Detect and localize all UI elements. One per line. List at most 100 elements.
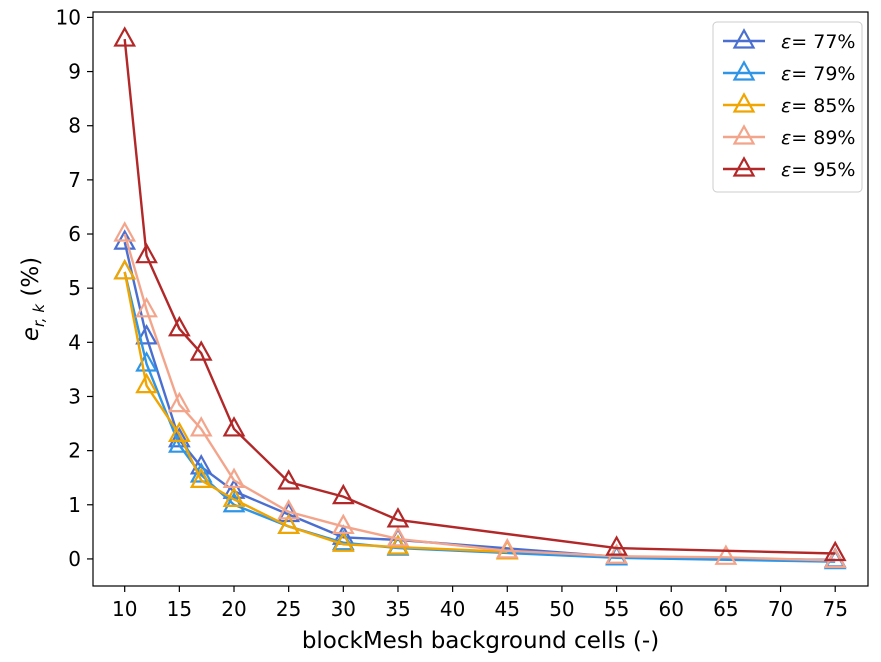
legend-entry-1: ε= 79%	[723, 60, 855, 85]
x-tick-label: 30	[331, 597, 356, 621]
series-line-1	[123, 271, 836, 563]
legend-entry-4: ε= 95%	[723, 156, 855, 181]
legend-marker	[732, 60, 756, 81]
x-tick-label: 65	[713, 597, 738, 621]
y-tick-label: 5	[68, 276, 81, 300]
data-point	[135, 372, 158, 394]
legend-label: ε= 89%	[781, 127, 855, 149]
series-3	[113, 221, 847, 569]
legend-label: ε= 95%	[781, 159, 855, 181]
legend-value: = 77%	[791, 31, 855, 53]
legend-marker	[732, 156, 756, 177]
legend-epsilon: ε	[781, 63, 791, 85]
x-tick-label: 50	[549, 597, 574, 621]
legend-value: = 95%	[791, 159, 855, 181]
y-tick-label: 9	[68, 60, 81, 84]
legend-value: = 89%	[791, 127, 855, 149]
series-line-3	[123, 233, 836, 562]
data-point	[189, 340, 213, 361]
legend-value: = 85%	[791, 95, 855, 117]
x-tick-label: 75	[822, 597, 847, 621]
data-point	[222, 478, 246, 499]
data-point	[823, 547, 847, 569]
legend-epsilon: ε	[781, 31, 791, 53]
series-line-2	[123, 271, 508, 554]
y-axis-label-subscript: r, k	[30, 303, 48, 327]
data-point	[714, 544, 738, 565]
y-tick-label: 6	[68, 222, 81, 246]
plot-frame	[92, 11, 869, 587]
legend: ε= 77%ε= 79%ε= 85%ε= 89%ε= 95%	[712, 21, 863, 193]
data-point	[331, 483, 355, 505]
x-tick-label: 70	[768, 597, 793, 621]
legend-box	[712, 21, 863, 193]
x-tick-label: 55	[604, 597, 629, 621]
data-point	[277, 469, 301, 490]
x-tick-label: 20	[221, 597, 246, 621]
x-axis-label: blockMesh background cells (-)	[302, 628, 659, 654]
series-line-4	[123, 38, 836, 555]
data-point	[222, 416, 246, 437]
x-tick-label: 35	[385, 597, 410, 621]
y-axis-label-unit: (%)	[18, 257, 44, 304]
y-tick-label: 10	[56, 5, 81, 29]
x-tick-label: 25	[276, 597, 301, 621]
data-point	[135, 242, 158, 264]
series-2	[113, 259, 519, 560]
y-tick-label: 7	[68, 168, 81, 192]
legend-value: = 79%	[791, 63, 855, 85]
y-tick-label: 4	[68, 330, 81, 354]
data-point	[113, 221, 137, 242]
data-point	[386, 526, 410, 547]
data-point	[113, 259, 137, 280]
series-line-0	[123, 241, 836, 562]
y-tick-label: 3	[68, 384, 81, 408]
series-1	[113, 259, 847, 570]
y-axis-label: er, k (%)	[18, 257, 48, 341]
data-point	[167, 391, 191, 413]
series-0	[113, 229, 847, 568]
legend-entry-2: ε= 85%	[723, 92, 855, 117]
data-point	[277, 498, 301, 520]
x-tick-label: 60	[659, 597, 684, 621]
data-point	[386, 507, 410, 528]
legend-epsilon: ε	[781, 127, 791, 149]
legend-entry-3: ε= 89%	[723, 124, 855, 149]
y-tick-label: 2	[68, 439, 81, 463]
legend-label: ε= 79%	[781, 63, 855, 85]
data-point	[135, 296, 158, 318]
y-axis-label-main: e	[18, 327, 44, 341]
legend-entry-0: ε= 77%	[723, 28, 855, 53]
legend-label: ε= 85%	[781, 95, 855, 117]
y-tick-label: 0	[68, 547, 81, 571]
y-tick-label: 1	[68, 493, 81, 517]
x-tick-label: 15	[167, 597, 192, 621]
plot-marks	[113, 26, 847, 570]
data-point	[823, 540, 847, 562]
legend-epsilon: ε	[781, 95, 791, 117]
legend-label: ε= 77%	[781, 31, 855, 53]
data-point	[189, 416, 213, 437]
data-point	[113, 26, 137, 47]
y-tick-label: 8	[68, 114, 81, 138]
data-point	[331, 513, 355, 535]
data-point	[189, 467, 213, 489]
data-point	[222, 486, 246, 507]
data-point	[495, 537, 519, 559]
data-point	[167, 315, 191, 337]
legend-marker	[732, 124, 756, 145]
data-point	[135, 324, 158, 345]
x-tick-label: 10	[112, 597, 137, 621]
legend-marker	[732, 92, 756, 113]
x-tick-label: 40	[440, 597, 465, 621]
data-point	[222, 467, 246, 489]
data-point	[331, 531, 355, 552]
data-point	[277, 513, 301, 535]
data-point	[605, 535, 628, 556]
data-point	[167, 421, 191, 442]
legend-marker	[732, 28, 756, 49]
series-4	[113, 26, 847, 562]
x-tick-label: 45	[495, 597, 520, 621]
